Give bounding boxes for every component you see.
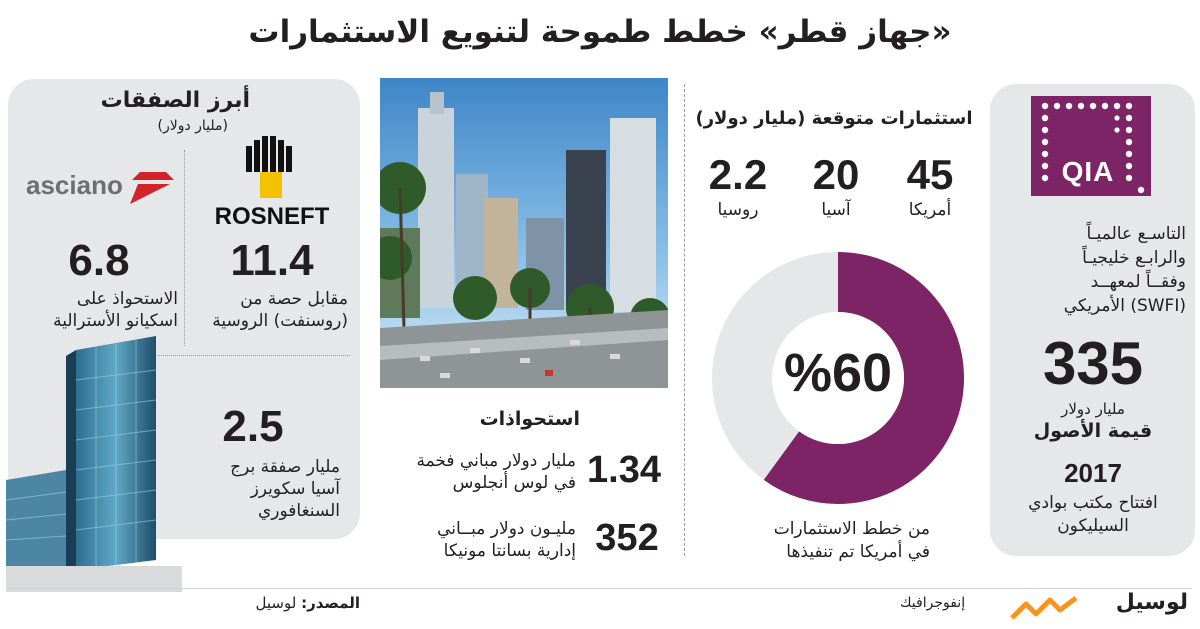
acquisition-value: 1.34: [587, 449, 661, 491]
qia-assets-value: 335: [1042, 330, 1144, 397]
qia-logo-text: QIA: [1061, 156, 1115, 187]
donut-label: %60: [783, 343, 893, 403]
asciano-chevron-icon: [130, 172, 174, 204]
investment-region: أمريكا: [908, 200, 952, 220]
rosneft-desc: مقابل حصة من (روسنفت) الروسية: [188, 288, 348, 332]
brand-name: لوسيل: [1115, 590, 1188, 615]
asia-square-tower-photo: [6, 336, 182, 592]
asciano-desc-line: الاستحواذ على: [76, 289, 178, 309]
page-title: «جهاز قطر» خطط طموحة لتنويع الاستثمارات: [248, 14, 952, 50]
asciano-value: 6.8: [68, 236, 130, 285]
divider: [184, 150, 185, 346]
qia-year-desc: افتتاح مكتب بوادي السيليكون: [1000, 492, 1186, 538]
brand-tagline: إنفوجرافيك: [900, 595, 966, 611]
qia-assets-label: قيمة الأصول: [1033, 420, 1153, 442]
footer-source: المصدر: لوسيل: [180, 594, 360, 612]
acquisition-desc: مليـون دولار مبــاني إدارية بسانتا مونيك…: [380, 518, 576, 562]
qia-year-desc-line: السيليكون: [1057, 516, 1129, 536]
acquisition-desc-line: في لوس أنجلوس: [452, 473, 576, 493]
investment-item: 2.2 روسيا: [694, 150, 782, 220]
los-angeles-photo: [380, 78, 668, 388]
qia-dots-icon: [1041, 102, 1145, 194]
rosneft-value: 11.4: [230, 236, 314, 285]
investments-heading: استثمارات متوقعة (مليار دولار): [695, 108, 973, 129]
divider: [684, 84, 685, 556]
acquisition-desc-line: مليـون دولار مبــاني: [437, 519, 576, 539]
donut-hole: [772, 312, 904, 444]
tower-desc: مليار صفقة برج آسيا سكويرز السنغافوري: [180, 456, 340, 522]
qia-logo: QIA: [1031, 96, 1151, 196]
rosneft-logo-text: ROSNEFT: [214, 203, 330, 230]
investment-value: 2.2: [708, 151, 768, 198]
asciano-logo: asciano: [22, 166, 178, 216]
acquisition-desc-line: إدارية بسانتا مونيكا: [443, 541, 576, 561]
investment-value: 45: [906, 151, 954, 198]
investments-row: 45 أمريكا 20 آسيا 2.2 روسيا: [692, 150, 976, 230]
donut-caption: من خطط الاستثمارات في أمريكا تم تنفيذها: [700, 518, 930, 564]
qia-assets-unit: مليار دولار: [1061, 400, 1125, 418]
investment-region: آسيا: [821, 200, 851, 220]
qia-ranking-line: التاسـع عالميـاً: [1086, 224, 1186, 244]
acquisition-desc-line: مليار دولار مباني فخمة: [416, 451, 576, 471]
qia-ranking-line: (SWFI) الأمريكي: [1063, 296, 1186, 316]
acquisitions-heading: استحواذات: [479, 408, 580, 430]
footer-divider: [8, 588, 1192, 589]
rosneft-desc-line: (روسنفت) الروسية: [212, 311, 348, 331]
donut-caption-line: في أمريكا تم تنفيذها: [786, 542, 930, 562]
asciano-desc-line: اسكيانو الأسترالية: [53, 311, 178, 331]
tower-desc-line: مليار صفقة برج: [230, 457, 340, 477]
qia-ranking-line: وفقــاً لمعهــد: [1090, 272, 1186, 292]
investment-value: 20: [812, 151, 860, 198]
tower-value: 2.5: [222, 402, 284, 451]
rosneft-desc-line: مقابل حصة من: [240, 289, 348, 309]
rosneft-logo-icon: [246, 136, 292, 198]
source-label: المصدر:: [301, 594, 360, 612]
qia-year: 2017: [1064, 458, 1122, 488]
investment-donut: [712, 252, 964, 504]
investment-item: 20 آسيا: [796, 150, 876, 220]
investment-region: روسيا: [717, 200, 759, 220]
brand-zigzag-icon: [1010, 596, 1078, 620]
donut-arc: [712, 252, 964, 504]
deals-subheading: (مليار دولار): [157, 118, 229, 134]
acquisition-value: 352: [595, 517, 659, 559]
deals-heading: أبرز الصفقات: [100, 88, 250, 113]
tower-desc-line: السنغافوري: [257, 501, 340, 521]
divider: [150, 355, 350, 356]
asciano-desc: الاستحواذ على اسكيانو الأسترالية: [14, 288, 178, 332]
acquisition-desc: مليار دولار مباني فخمة في لوس أنجلوس: [380, 450, 576, 494]
footer-brand: لوسيل إنفوجرافيك: [900, 590, 1192, 626]
donut-caption-line: من خطط الاستثمارات: [773, 519, 930, 539]
qia-ranking: التاسـع عالميـاً والرابـع خليجيـاً وفقــ…: [1000, 222, 1186, 318]
tower-desc-line: آسيا سكويرز: [250, 479, 340, 499]
investment-item: 45 أمريكا: [890, 150, 970, 220]
qia-year-desc-line: افتتاح مكتب بوادي: [1028, 493, 1158, 513]
qia-ranking-line: والرابـع خليجيـاً: [1082, 248, 1186, 268]
source-value: لوسيل: [255, 594, 297, 612]
asciano-logo-text: asciano: [26, 170, 123, 200]
